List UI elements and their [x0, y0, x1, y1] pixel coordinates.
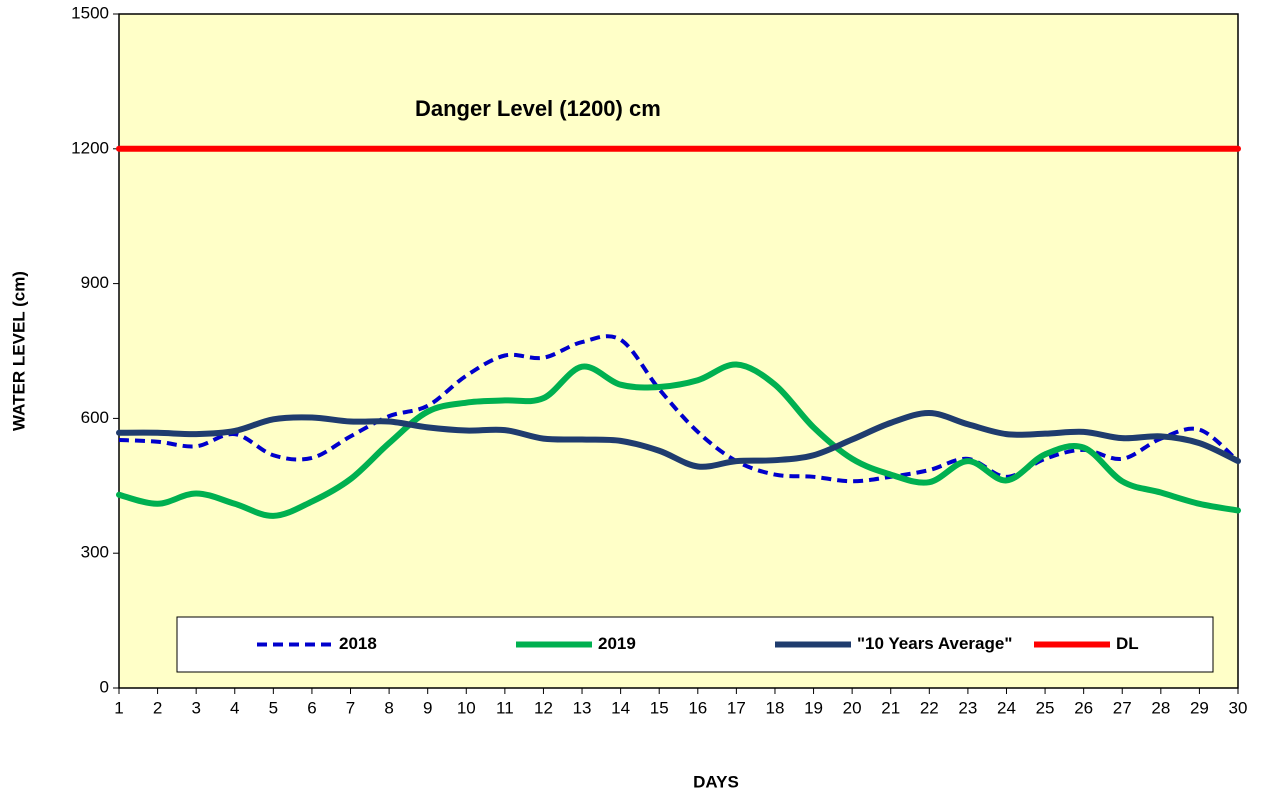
y-tick-label: 600 — [81, 408, 109, 427]
x-tick-label: 24 — [997, 698, 1016, 717]
x-tick-label: 7 — [346, 698, 355, 717]
legend-label: DL — [1116, 634, 1139, 653]
x-tick-label: 29 — [1190, 698, 1209, 717]
x-tick-label: 13 — [573, 698, 592, 717]
x-tick-label: 10 — [457, 698, 476, 717]
x-tick-label: 22 — [920, 698, 939, 717]
y-tick-label: 1500 — [71, 3, 109, 22]
x-tick-label: 25 — [1036, 698, 1055, 717]
x-tick-label: 1 — [114, 698, 123, 717]
x-tick-label: 15 — [650, 698, 669, 717]
series-line — [116, 361, 1241, 519]
x-tick-label: 30 — [1229, 698, 1248, 717]
legend-label: 2019 — [598, 634, 636, 653]
x-tick-label: 27 — [1113, 698, 1132, 717]
y-axis-label: WATER LEVEL (cm) — [9, 271, 28, 431]
x-tick-label: 11 — [496, 698, 514, 717]
x-tick-label: 12 — [534, 698, 553, 717]
x-tick-label: 17 — [727, 698, 746, 717]
x-axis-label: DAYS — [693, 772, 739, 791]
x-tick-label: 28 — [1151, 698, 1170, 717]
series-line — [118, 334, 1240, 484]
x-tick-label: 6 — [307, 698, 316, 717]
x-tick-label: 8 — [384, 698, 393, 717]
legend-label: 2018 — [339, 634, 377, 653]
x-tick-label: 3 — [191, 698, 200, 717]
x-tick-label: 19 — [804, 698, 823, 717]
x-tick-label: 14 — [611, 698, 630, 717]
x-tick-label: 9 — [423, 698, 432, 717]
y-tick-label: 300 — [81, 543, 109, 562]
x-tick-label: 4 — [230, 698, 239, 717]
x-tick-label: 26 — [1074, 698, 1093, 717]
x-tick-label: 5 — [269, 698, 278, 717]
x-tick-label: 23 — [958, 698, 977, 717]
y-tick-label: 1200 — [71, 138, 109, 157]
annotation: Danger Level (1200) cm — [415, 96, 661, 121]
plot-area — [118, 13, 1239, 689]
x-tick-label: 18 — [766, 698, 785, 717]
series-line — [116, 410, 1241, 470]
x-tick-label: 2 — [153, 698, 162, 717]
legend-label: "10 Years Average" — [857, 634, 1012, 653]
y-tick-label: 0 — [100, 677, 109, 696]
x-tick-label: 21 — [881, 698, 900, 717]
x-tick-label: 16 — [688, 698, 707, 717]
x-tick-label: 20 — [843, 698, 862, 717]
y-tick-label: 900 — [81, 273, 109, 292]
